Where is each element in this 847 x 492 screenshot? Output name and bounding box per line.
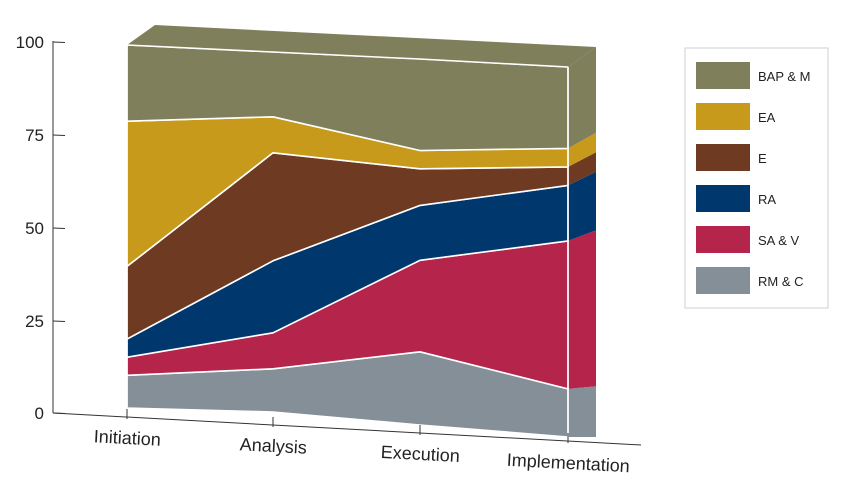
x-tick-label-initiation: Initiation <box>93 426 161 449</box>
y-tick-mark <box>52 41 66 43</box>
axes <box>52 41 642 446</box>
y-tick-mark <box>52 320 66 322</box>
legend-swatch-ra <box>696 185 750 212</box>
legend-swatch-sa-v <box>696 226 750 253</box>
side-face-sa-v <box>568 230 596 389</box>
legend-label-sa-v: SA & V <box>758 233 800 248</box>
legend-label-rm-c: RM & C <box>758 274 804 289</box>
side-face-e <box>568 152 596 186</box>
legend-label-ea: EA <box>758 110 776 125</box>
side-face-bap-m <box>568 47 596 149</box>
chart-top-face <box>126 25 596 437</box>
side-face-ra <box>568 171 596 241</box>
y-tick-label: 75 <box>25 126 44 145</box>
y-tick-label: 100 <box>16 33 44 52</box>
x-axis-line <box>52 412 642 446</box>
x-tick-label-analysis: Analysis <box>239 434 307 457</box>
y-tick-label: 25 <box>25 312 44 331</box>
y-tick-label: 0 <box>35 404 44 423</box>
chart-side-face <box>568 47 596 437</box>
y-tick-labels: 0 25 50 75 100 <box>16 33 66 423</box>
y-tick-mark <box>52 227 66 229</box>
legend-label-ra: RA <box>758 192 776 207</box>
x-tick-label-implementation: Implementation <box>506 450 630 476</box>
legend-swatch-rm-c <box>696 267 750 294</box>
x-tick-label-execution: Execution <box>380 442 460 466</box>
legend-label-e: E <box>758 151 767 166</box>
legend-swatch-e <box>696 144 750 171</box>
y-tick-mark <box>52 412 66 414</box>
legend-swatch-ea <box>696 103 750 130</box>
side-face-rm-c <box>568 386 596 437</box>
legend: BAP & M EA E RA SA & V RM & C <box>684 47 829 309</box>
side-face-ea <box>568 132 596 167</box>
y-tick-label: 50 <box>25 219 44 238</box>
legend-label-bap-m: BAP & M <box>758 69 811 84</box>
top-face <box>127 25 596 67</box>
area-layers <box>126 44 569 438</box>
y-tick-mark <box>52 134 66 136</box>
front-top-edge <box>126 44 569 68</box>
legend-swatch-bap-m <box>696 62 750 89</box>
legend-box <box>684 47 829 309</box>
